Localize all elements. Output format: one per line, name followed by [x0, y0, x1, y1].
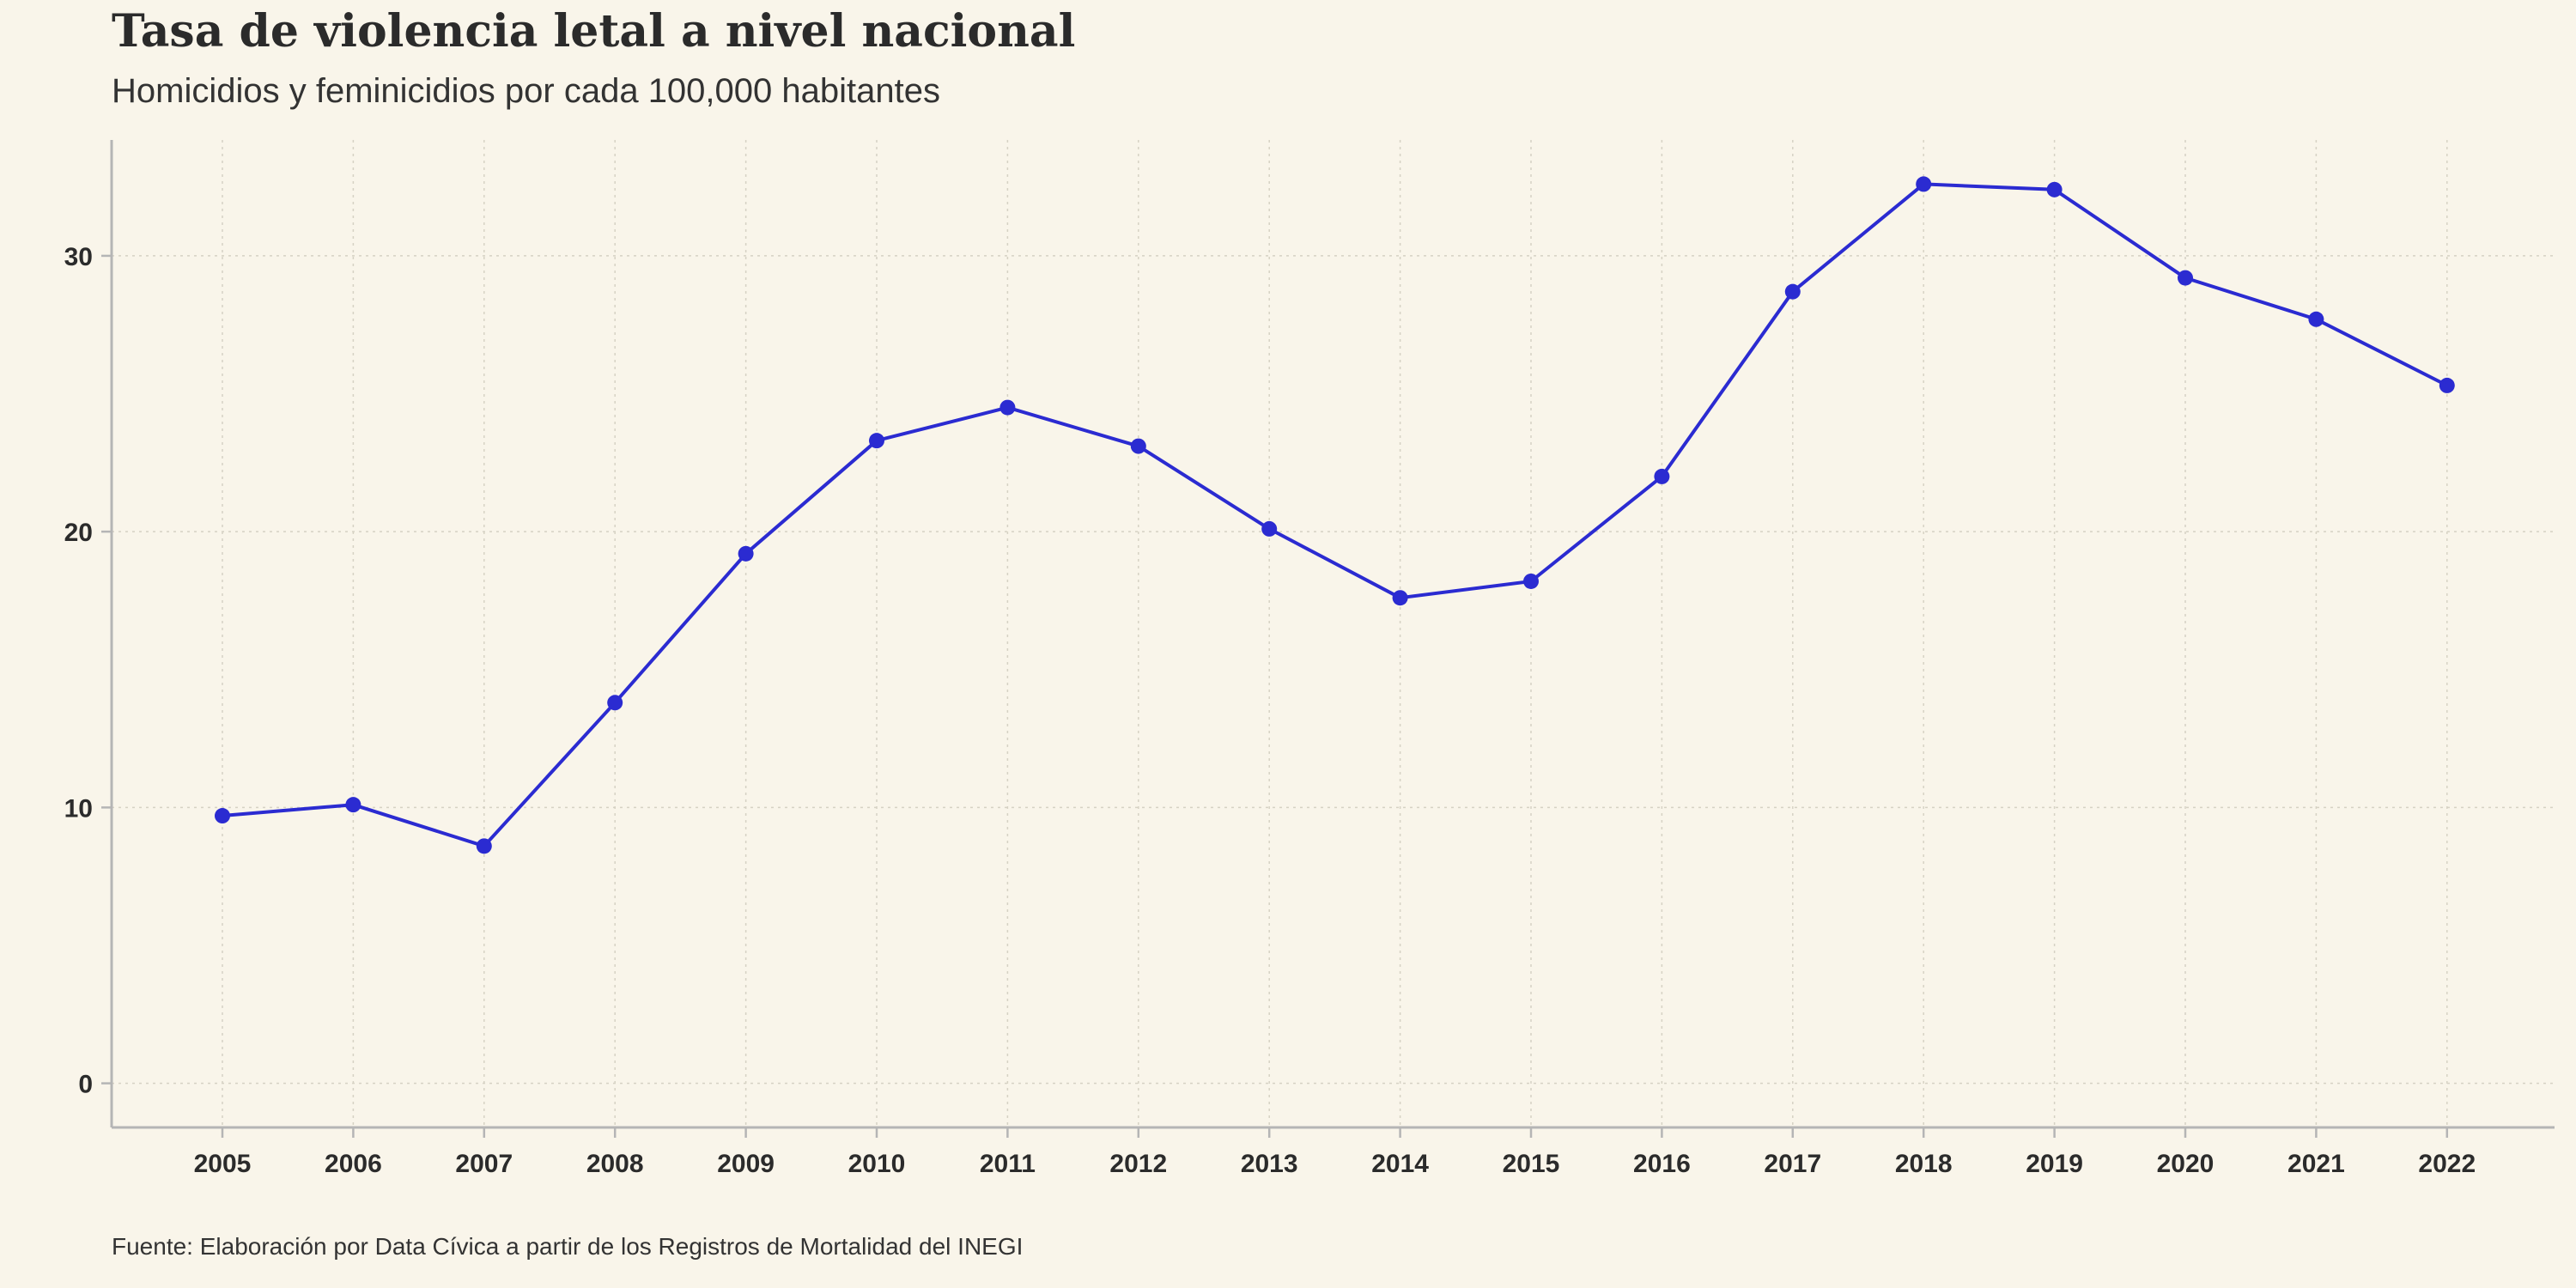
- x-tick-label: 2011: [980, 1150, 1036, 1178]
- x-tick-label: 2013: [1241, 1150, 1298, 1178]
- data-point: [999, 399, 1016, 416]
- data-point: [607, 695, 623, 711]
- data-point: [1784, 283, 1801, 300]
- data-point: [1392, 590, 1408, 606]
- x-tick-label: 2005: [194, 1150, 252, 1178]
- data-point: [2178, 270, 2193, 286]
- x-tick-label: 2021: [2287, 1150, 2345, 1178]
- grid: [112, 140, 2555, 1127]
- data-point: [738, 545, 754, 562]
- data-point: [2046, 181, 2063, 197]
- source-caption: Fuente: Elaboración por Data Cívica a pa…: [112, 1233, 1024, 1260]
- x-tick-label: 2015: [1503, 1150, 1560, 1178]
- y-tick-label: 20: [64, 519, 93, 547]
- data-point: [1523, 573, 1539, 589]
- data-point: [1916, 176, 1932, 192]
- x-tick-label: 2007: [455, 1150, 513, 1178]
- data-point: [1261, 520, 1278, 537]
- x-tick-label: 2014: [1371, 1150, 1429, 1178]
- data-point: [1654, 468, 1670, 484]
- data-point: [1130, 438, 1146, 454]
- x-tick-label: 2019: [2026, 1150, 2083, 1178]
- x-tick-label: 2020: [2157, 1150, 2215, 1178]
- chart-title: Tasa de violencia letal a nivel nacional: [112, 5, 1076, 58]
- x-tick-label: 2016: [1633, 1150, 1691, 1178]
- x-tick-label: 2006: [325, 1150, 382, 1178]
- x-tick-label: 2022: [2418, 1150, 2476, 1178]
- data-point: [869, 433, 884, 449]
- x-tick-label: 2018: [1895, 1150, 1953, 1178]
- x-tick-label: 2017: [1764, 1150, 1821, 1178]
- x-tick-label: 2010: [848, 1150, 906, 1178]
- data-point: [345, 797, 361, 813]
- chart-subtitle: Homicidios y feminicidios por cada 100,0…: [112, 72, 940, 110]
- data-point: [476, 838, 492, 854]
- y-tick-label: 30: [64, 243, 93, 271]
- data-point: [2439, 377, 2455, 393]
- axes: [101, 140, 2555, 1138]
- x-tick-label: 2012: [1109, 1150, 1167, 1178]
- tick-labels: 0 10 20 30 2005 2006 2007 2008 2009 2010 2011 2012 2…: [64, 243, 2476, 1178]
- x-tick-label: 2009: [717, 1150, 775, 1178]
- series-line: [221, 182, 2449, 848]
- y-tick-label: 10: [64, 794, 93, 823]
- x-tick-label: 2008: [586, 1150, 644, 1178]
- data-point: [215, 808, 230, 824]
- data-point: [2308, 311, 2324, 327]
- series: [215, 176, 2455, 854]
- y-tick-label: 0: [78, 1071, 93, 1099]
